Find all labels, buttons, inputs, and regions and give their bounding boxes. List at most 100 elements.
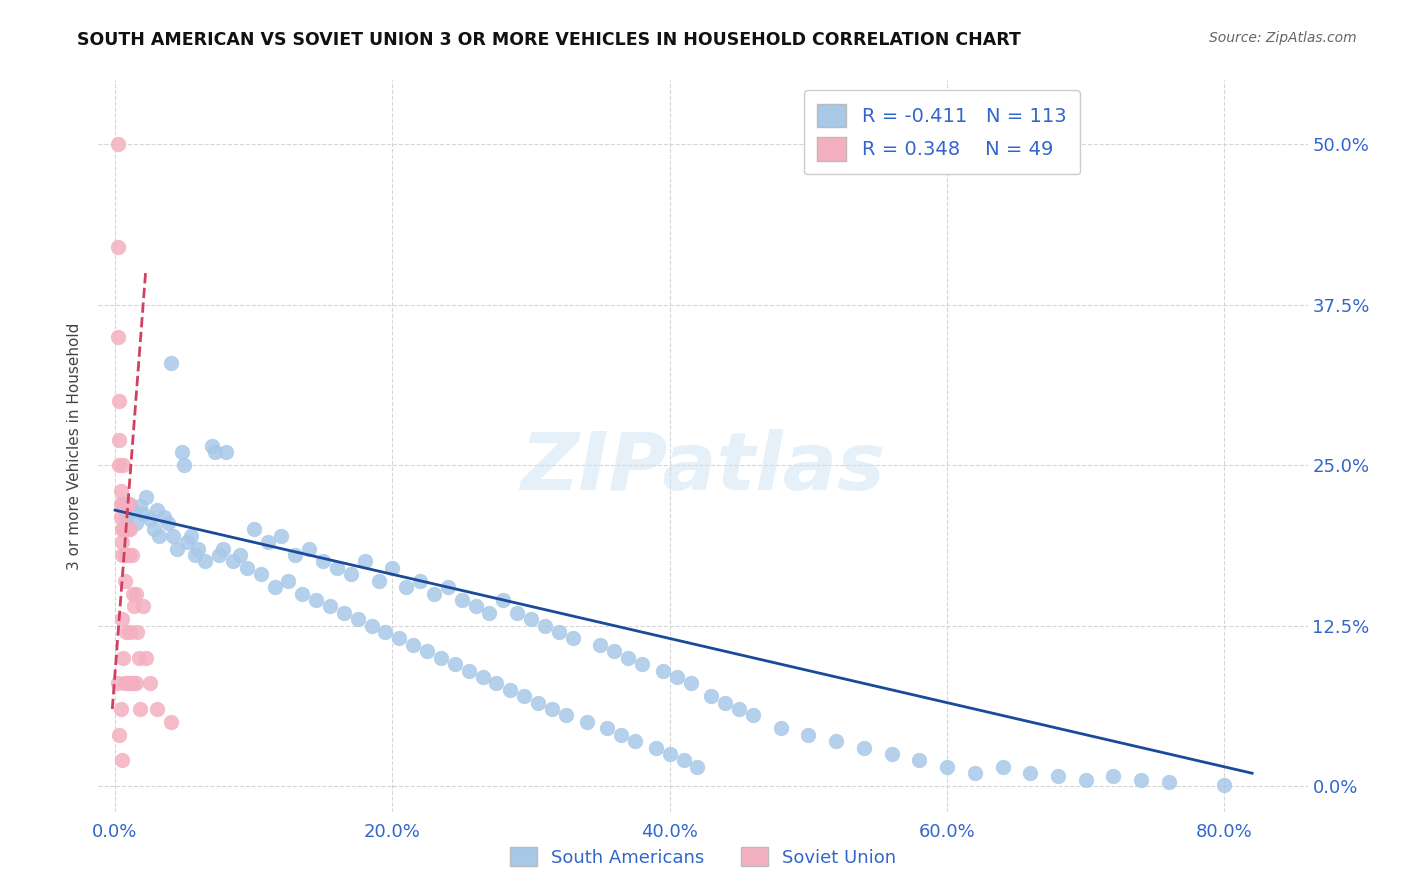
- Point: [201, 439, 224, 453]
- Point: [129, 702, 152, 716]
- Point: [381, 561, 404, 575]
- Point: [561, 632, 583, 646]
- Point: [115, 497, 138, 511]
- Point: [110, 483, 132, 498]
- Point: [236, 561, 259, 575]
- Point: [111, 523, 134, 537]
- Point: [132, 507, 155, 521]
- Point: [374, 625, 396, 640]
- Point: [880, 747, 903, 761]
- Point: [110, 497, 132, 511]
- Point: [107, 240, 129, 254]
- Point: [125, 676, 148, 690]
- Point: [107, 137, 129, 152]
- Point: [115, 548, 138, 562]
- Point: [145, 503, 167, 517]
- Point: [825, 734, 848, 748]
- Point: [589, 638, 612, 652]
- Point: [367, 574, 389, 588]
- Point: [108, 728, 131, 742]
- Point: [208, 548, 231, 562]
- Point: [212, 541, 235, 556]
- Point: [184, 548, 207, 562]
- Point: [520, 612, 543, 626]
- Point: [124, 599, 146, 614]
- Point: [122, 676, 145, 690]
- Point: [166, 541, 188, 556]
- Point: [852, 740, 875, 755]
- Point: [263, 580, 285, 594]
- Point: [423, 586, 446, 600]
- Point: [339, 567, 361, 582]
- Point: [485, 676, 508, 690]
- Point: [963, 766, 986, 780]
- Point: [547, 625, 569, 640]
- Point: [534, 618, 557, 632]
- Point: [319, 599, 342, 614]
- Text: Source: ZipAtlas.com: Source: ZipAtlas.com: [1209, 31, 1357, 45]
- Point: [148, 529, 170, 543]
- Point: [617, 650, 640, 665]
- Point: [353, 554, 375, 568]
- Point: [908, 753, 931, 767]
- Point: [575, 714, 598, 729]
- Point: [402, 638, 425, 652]
- Text: SOUTH AMERICAN VS SOVIET UNION 3 OR MORE VEHICLES IN HOUSEHOLD CORRELATION CHART: SOUTH AMERICAN VS SOVIET UNION 3 OR MORE…: [77, 31, 1021, 49]
- Point: [430, 650, 453, 665]
- Point: [686, 760, 709, 774]
- Point: [180, 529, 202, 543]
- Point: [478, 606, 501, 620]
- Point: [110, 702, 132, 716]
- Y-axis label: 3 or more Vehicles in Household: 3 or more Vehicles in Household: [67, 322, 83, 570]
- Point: [115, 625, 138, 640]
- Point: [135, 491, 157, 505]
- Point: [728, 702, 751, 716]
- Point: [450, 593, 472, 607]
- Point: [312, 554, 335, 568]
- Point: [111, 753, 134, 767]
- Point: [1046, 769, 1069, 783]
- Point: [1074, 772, 1097, 787]
- Point: [138, 676, 160, 690]
- Point: [270, 529, 292, 543]
- Point: [107, 330, 129, 344]
- Point: [596, 721, 619, 735]
- Point: [121, 676, 143, 690]
- Point: [152, 509, 174, 524]
- Point: [277, 574, 299, 588]
- Point: [111, 535, 134, 549]
- Point: [127, 625, 149, 640]
- Point: [187, 541, 209, 556]
- Point: [176, 535, 198, 549]
- Point: [159, 714, 181, 729]
- Point: [1130, 772, 1153, 787]
- Point: [624, 734, 647, 748]
- Point: [111, 548, 134, 562]
- Point: [156, 516, 179, 530]
- Point: [991, 760, 1014, 774]
- Text: ZIPatlas: ZIPatlas: [520, 429, 886, 507]
- Point: [471, 670, 494, 684]
- Point: [527, 696, 550, 710]
- Point: [936, 760, 959, 774]
- Point: [416, 644, 439, 658]
- Point: [1213, 778, 1236, 792]
- Point: [108, 458, 131, 473]
- Point: [291, 586, 314, 600]
- Point: [679, 676, 702, 690]
- Point: [118, 676, 141, 690]
- Point: [120, 625, 142, 640]
- Point: [159, 355, 181, 369]
- Point: [125, 586, 148, 600]
- Point: [122, 586, 145, 600]
- Point: [610, 728, 633, 742]
- Point: [204, 445, 226, 459]
- Point: [499, 682, 522, 697]
- Point: [121, 548, 143, 562]
- Point: [114, 574, 136, 588]
- Point: [170, 445, 193, 459]
- Point: [437, 580, 460, 594]
- Point: [114, 676, 136, 690]
- Point: [658, 747, 681, 761]
- Point: [631, 657, 654, 672]
